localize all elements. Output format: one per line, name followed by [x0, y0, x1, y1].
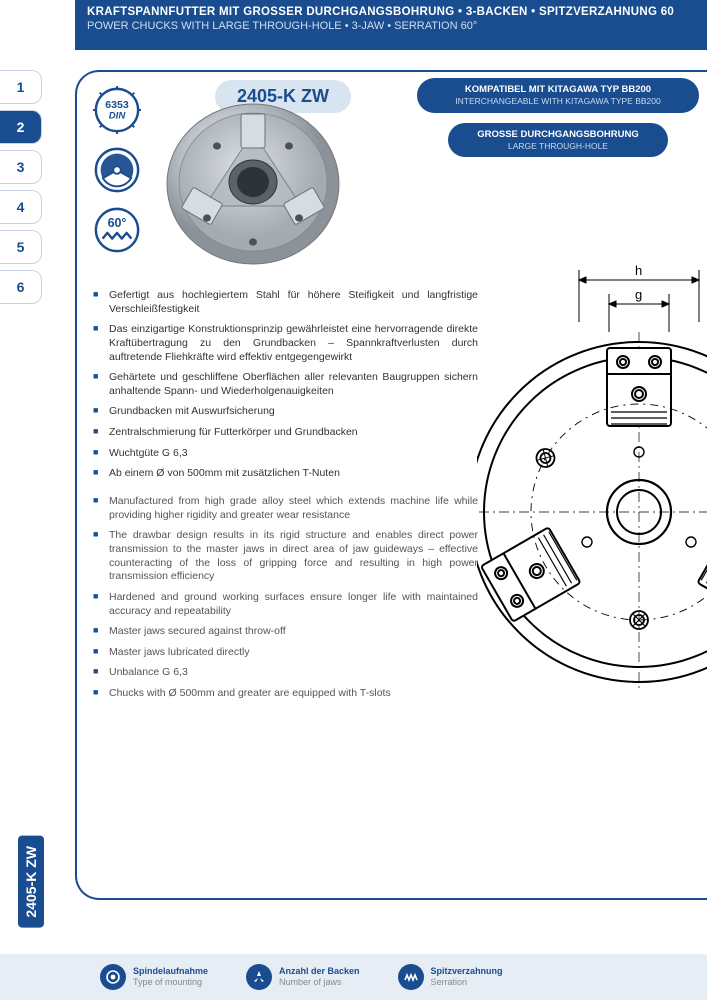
feature-item: Unbalance G 6,3 [93, 666, 478, 680]
angle-badge-icon: 60° [93, 206, 141, 254]
chapter-tab-1[interactable]: 1 [0, 70, 42, 104]
feature-item: Wuchtgüte G 6,3 [93, 447, 478, 461]
footer-mounting-de: Spindelaufnahme [133, 966, 208, 977]
jaws-icon [246, 964, 272, 990]
feature-item: Manufactured from high grade alloy steel… [93, 495, 478, 522]
side-product-label: 2405-K ZW [18, 836, 44, 928]
feature-item: Das einzigartige Konstruktionsprinzip ge… [93, 323, 478, 364]
dim-g-label: g [635, 287, 642, 302]
chapter-tab-3[interactable]: 3 [0, 150, 42, 184]
spec-badges: 6353 DIN 60° [93, 86, 143, 254]
footer-serration-de: Spitzverzahnung [431, 966, 503, 977]
chapter-tab-2[interactable]: 2 [0, 110, 42, 144]
feature-list-en: Manufactured from high grade alloy steel… [93, 495, 478, 701]
feature-item: The drawbar design results in its rigid … [93, 529, 478, 584]
tag-throughhole: GROSSE DURCHGANGSBOHRUNG LARGE THROUGH-H… [448, 123, 668, 158]
content-frame: 2405-K ZW KOMPATIBEL MIT KITAGAWA TYP BB… [75, 70, 707, 900]
footer-spec-mounting: Spindelaufnahme Type of mounting [100, 964, 208, 990]
feature-item: Master jaws lubricated directly [93, 646, 478, 660]
footer-serration-en: Serration [431, 977, 503, 988]
tag-throughhole-de: GROSSE DURCHGANGSBOHRUNG [462, 129, 654, 140]
tag-kitagawa-de: KOMPATIBEL MIT KITAGAWA TYP BB200 [431, 84, 685, 95]
dim-h-label: h [635, 263, 642, 278]
din-badge-icon: 6353 DIN [93, 86, 141, 134]
feature-item: Grundbacken mit Auswurfsicherung [93, 405, 478, 419]
footer-spec-serration: Spitzverzahnung Serration [398, 964, 503, 990]
footer-spec-jaws: Anzahl der Backen Number of jaws [246, 964, 360, 990]
serration-icon [398, 964, 424, 990]
feature-item: Hardened and ground working surfaces ens… [93, 591, 478, 618]
footer-jaws-de: Anzahl der Backen [279, 966, 360, 977]
technical-drawing: h g [477, 252, 707, 692]
feature-item: Gefertigt aus hochlegiertem Stahl für hö… [93, 289, 478, 316]
footer-bar: Spindelaufnahme Type of mounting Anzahl … [0, 954, 707, 1000]
din-label: DIN [109, 111, 127, 122]
page-header: KRAFTSPANNFUTTER MIT GROSSER DURCHGANGSB… [75, 0, 707, 50]
feature-item: Gehärtete und geschliffene Oberflächen a… [93, 371, 478, 398]
feature-item: Zentralschmierung für Futterkörper und G… [93, 426, 478, 440]
tag-kitagawa: KOMPATIBEL MIT KITAGAWA TYP BB200 INTERC… [417, 78, 699, 113]
tag-kitagawa-en: INTERCHANGEABLE WITH KITAGAWA TYPE BB200 [431, 96, 685, 106]
feature-item: Chucks with Ø 500mm and greater are equi… [93, 687, 478, 701]
tag-throughhole-en: LARGE THROUGH-HOLE [462, 141, 654, 151]
header-title-de: KRAFTSPANNFUTTER MIT GROSSER DURCHGANGSB… [87, 6, 695, 18]
three-jaw-badge-icon [93, 146, 141, 194]
feature-item: Master jaws secured against throw-off [93, 625, 478, 639]
footer-jaws-en: Number of jaws [279, 977, 360, 988]
compat-tags: KOMPATIBEL MIT KITAGAWA TYP BB200 INTERC… [417, 78, 699, 157]
angle-value: 60° [108, 216, 127, 230]
chapter-tab-4[interactable]: 4 [0, 190, 42, 224]
din-num: 6353 [105, 99, 129, 111]
chapter-tabs: 1 2 3 4 5 6 [0, 70, 48, 310]
feature-list-de: Gefertigt aus hochlegiertem Stahl für hö… [93, 289, 478, 481]
chapter-tab-5[interactable]: 5 [0, 230, 42, 264]
header-title-en: POWER CHUCKS WITH LARGE THROUGH-HOLE • 3… [87, 20, 695, 32]
mounting-icon [100, 964, 126, 990]
feature-item: Ab einem Ø von 500mm mit zusätzlichen T-… [93, 467, 478, 481]
product-photo [153, 86, 353, 271]
footer-mounting-en: Type of mounting [133, 977, 208, 988]
chapter-tab-6[interactable]: 6 [0, 270, 42, 304]
